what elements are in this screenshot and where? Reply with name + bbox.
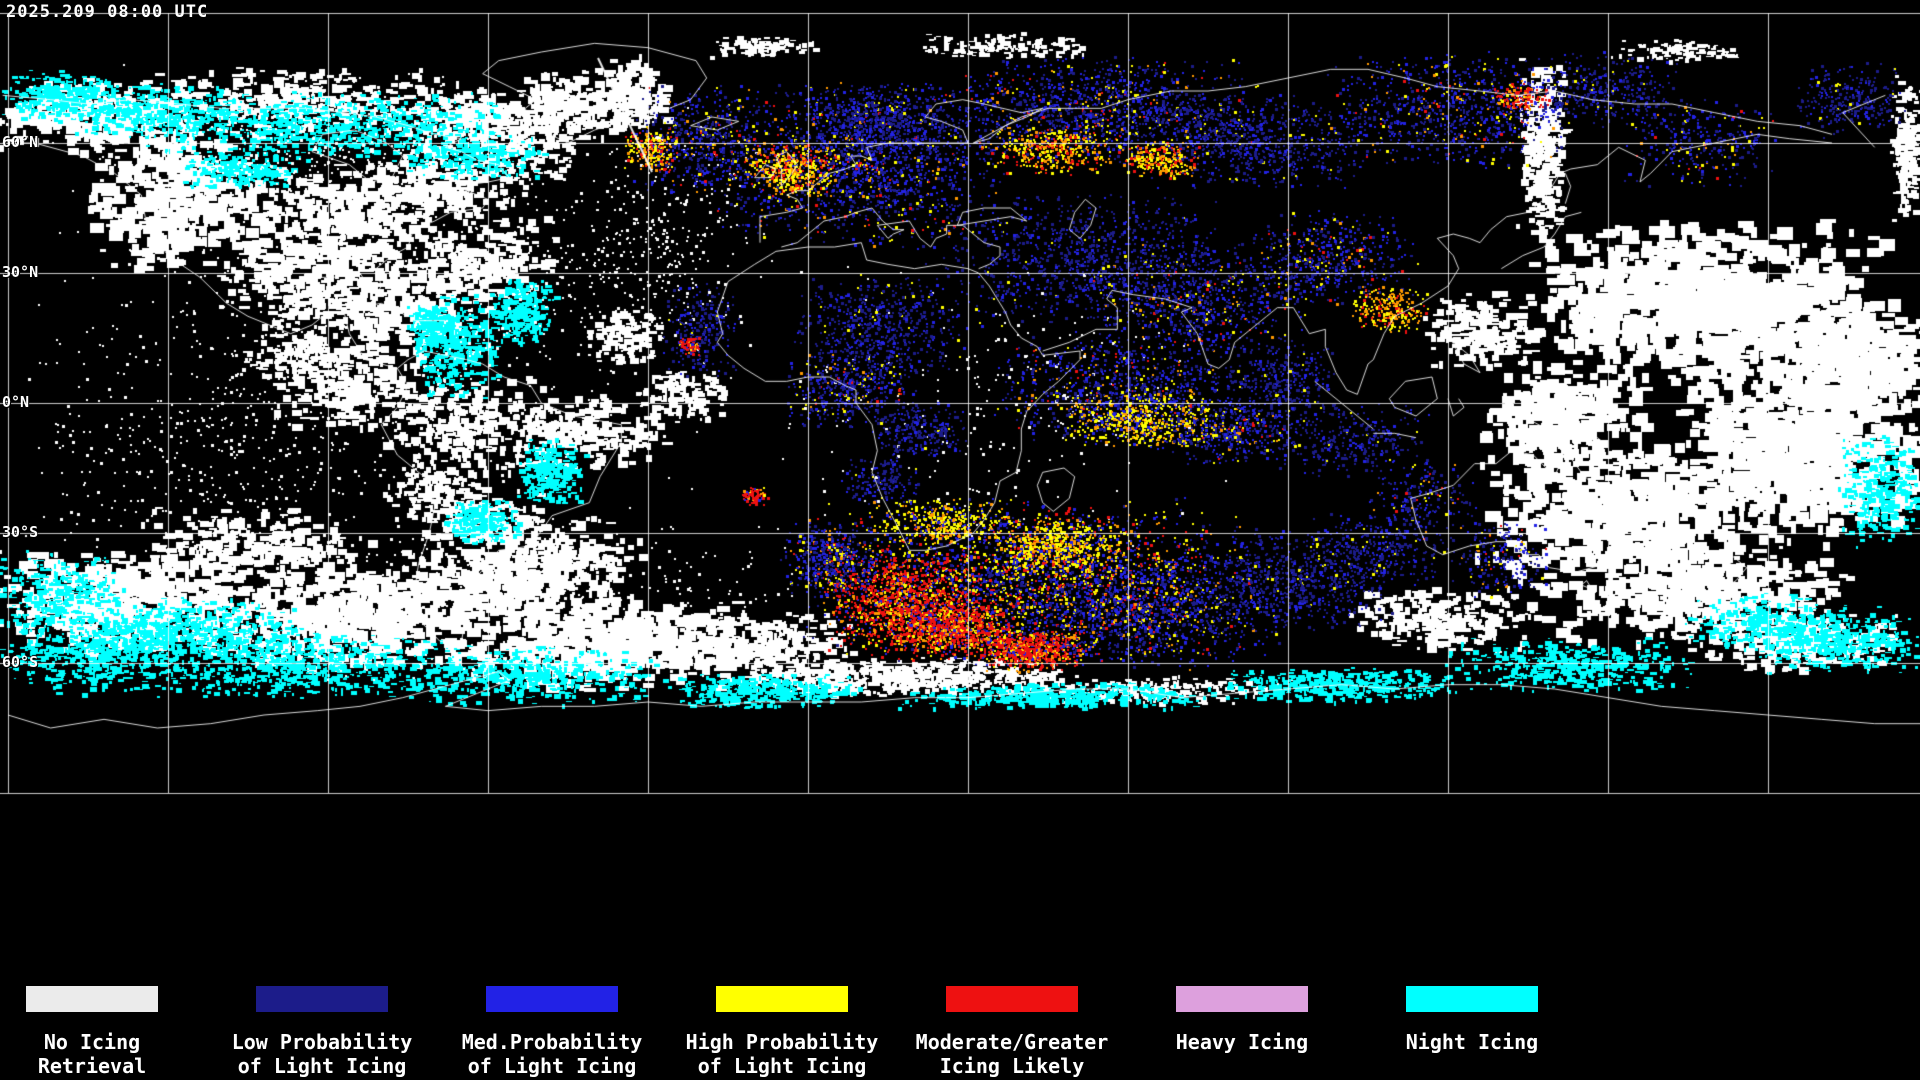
- legend-swatch-night-icing: [1406, 986, 1538, 1012]
- legend-label-moderate-greater: Moderate/Greater Icing Likely: [915, 1030, 1109, 1078]
- legend-swatch-no-icing-retrieval: [26, 986, 158, 1012]
- legend-item-high-probability: High Probability of Light Icing: [667, 986, 897, 1078]
- legend-item-low-probability: Low Probability of Light Icing: [207, 986, 437, 1078]
- legend-item-no-icing-retrieval: No Icing Retrieval: [0, 986, 207, 1078]
- legend-label-heavy-icing: Heavy Icing: [1175, 1030, 1309, 1054]
- legend-item-med-probability: Med.Probability of Light Icing: [437, 986, 667, 1078]
- lat-label-0n: 0°N: [2, 393, 30, 411]
- legend-swatch-moderate-greater: [946, 986, 1078, 1012]
- legend-item-night-icing: Night Icing: [1357, 986, 1587, 1054]
- legend-swatch-high-probability: [716, 986, 848, 1012]
- lat-label-30n: 30°N: [2, 263, 39, 281]
- legend-label-night-icing: Night Icing: [1405, 1030, 1539, 1054]
- legend-item-moderate-greater: Moderate/Greater Icing Likely: [897, 986, 1127, 1078]
- legend-item-heavy-icing: Heavy Icing: [1127, 986, 1357, 1054]
- legend-label-no-icing-retrieval: No Icing Retrieval: [37, 1030, 147, 1078]
- lat-label-30s: 30°S: [2, 523, 39, 541]
- legend-swatch-med-probability: [486, 986, 618, 1012]
- satellite-icing-map-canvas: [0, 0, 1920, 978]
- timestamp: 2025.209 08:00 UTC: [6, 2, 209, 22]
- legend-label-med-probability: Med.Probability of Light Icing: [461, 1030, 643, 1078]
- map-area: 2025.209 08:00 UTC 60°N 30°N 0°N 30°S 60…: [0, 0, 1920, 978]
- legend: No Icing Retrieval Low Probability of Li…: [0, 978, 1920, 1080]
- legend-swatch-low-probability: [256, 986, 388, 1012]
- legend-swatch-heavy-icing: [1176, 986, 1308, 1012]
- lat-label-60s: 60°S: [2, 653, 39, 671]
- lat-label-60n: 60°N: [2, 133, 39, 151]
- legend-label-high-probability: High Probability of Light Icing: [685, 1030, 879, 1078]
- legend-label-low-probability: Low Probability of Light Icing: [231, 1030, 413, 1078]
